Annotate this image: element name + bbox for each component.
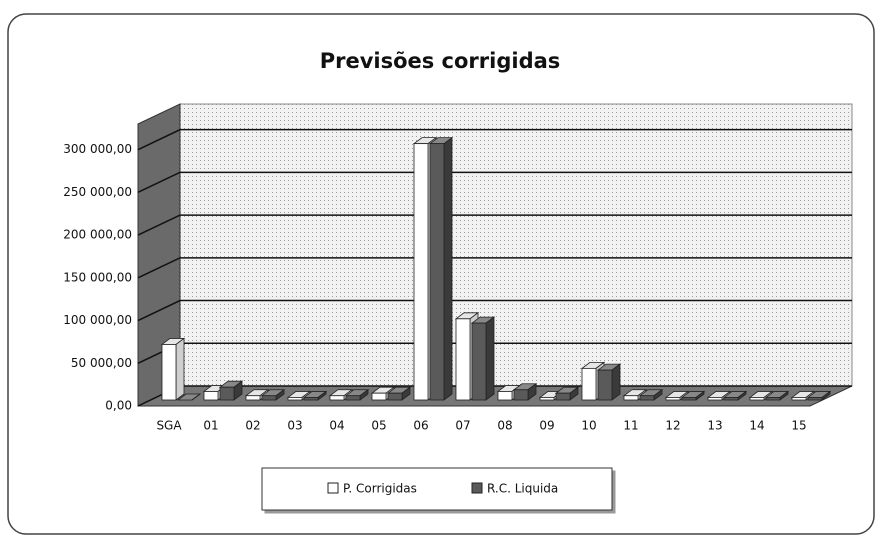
bar-side bbox=[191, 393, 201, 401]
x-tick-label: 13 bbox=[707, 419, 722, 433]
y-tick-label: 300 000,00 bbox=[63, 142, 132, 156]
bar bbox=[623, 395, 639, 401]
x-tick-label: 01 bbox=[203, 419, 218, 433]
x-tick-label: 11 bbox=[623, 419, 638, 433]
bar bbox=[749, 397, 765, 401]
bar-side bbox=[611, 363, 621, 401]
bar bbox=[707, 397, 723, 401]
bar bbox=[303, 397, 319, 401]
bar bbox=[455, 318, 471, 401]
chart-title: Previsões corrigidas bbox=[320, 49, 561, 73]
bar bbox=[219, 386, 235, 401]
grid-line bbox=[137, 299, 852, 322]
x-tick-label: 10 bbox=[581, 419, 596, 433]
bar-side bbox=[443, 136, 453, 401]
legend-swatch bbox=[327, 482, 339, 494]
bar bbox=[245, 395, 261, 401]
y-tick-label: 100 000,00 bbox=[63, 313, 132, 327]
y-tick-label: 50 000,00 bbox=[71, 356, 132, 370]
legend-label: P. Corrigidas bbox=[343, 482, 417, 496]
bar bbox=[371, 392, 387, 401]
grid-line bbox=[137, 257, 852, 279]
bar bbox=[203, 391, 219, 401]
bar bbox=[597, 369, 613, 401]
x-tick-label: 06 bbox=[413, 419, 428, 433]
bar bbox=[387, 392, 403, 401]
bar bbox=[287, 397, 303, 401]
x-tick-label: 12 bbox=[665, 419, 680, 433]
x-tick-label: 03 bbox=[287, 419, 302, 433]
y-tick-label: 0,00 bbox=[105, 399, 132, 413]
x-tick-label: 02 bbox=[245, 419, 260, 433]
bar bbox=[765, 397, 781, 401]
y-tick-label: 150 000,00 bbox=[63, 270, 132, 284]
x-tick-label: 08 bbox=[497, 419, 512, 433]
x-tick-label: 05 bbox=[371, 419, 386, 433]
bar bbox=[665, 397, 681, 401]
grid-line bbox=[137, 171, 852, 194]
bar bbox=[807, 397, 823, 401]
bar bbox=[261, 395, 277, 401]
x-tick-label: 07 bbox=[455, 419, 470, 433]
bar bbox=[413, 143, 429, 401]
grid-line bbox=[137, 214, 852, 236]
bar bbox=[639, 395, 655, 401]
x-tick-label: 09 bbox=[539, 419, 554, 433]
x-tick-label: 04 bbox=[329, 419, 344, 433]
bar-side bbox=[175, 337, 185, 401]
y-tick-label: 250 000,00 bbox=[63, 185, 132, 199]
legend-swatch bbox=[471, 482, 483, 494]
bar bbox=[555, 392, 571, 401]
bar bbox=[723, 397, 739, 401]
legend-label: R.C. Liquida bbox=[487, 482, 558, 496]
bar bbox=[513, 389, 529, 401]
bar bbox=[581, 367, 597, 401]
y-tick-label: 200 000,00 bbox=[63, 228, 132, 242]
bar bbox=[791, 397, 807, 401]
x-tick-label: SGA bbox=[156, 419, 182, 433]
legend bbox=[261, 467, 613, 511]
bar bbox=[161, 344, 177, 401]
x-tick-label: 15 bbox=[791, 419, 806, 433]
bar-side bbox=[485, 316, 495, 401]
bar bbox=[539, 397, 555, 401]
bar bbox=[429, 143, 445, 401]
bar bbox=[497, 391, 513, 401]
grid-line bbox=[137, 128, 852, 151]
bar bbox=[345, 395, 361, 401]
bar bbox=[681, 397, 697, 401]
x-tick-label: 14 bbox=[749, 419, 764, 433]
bar bbox=[329, 395, 345, 401]
bar bbox=[471, 322, 487, 401]
